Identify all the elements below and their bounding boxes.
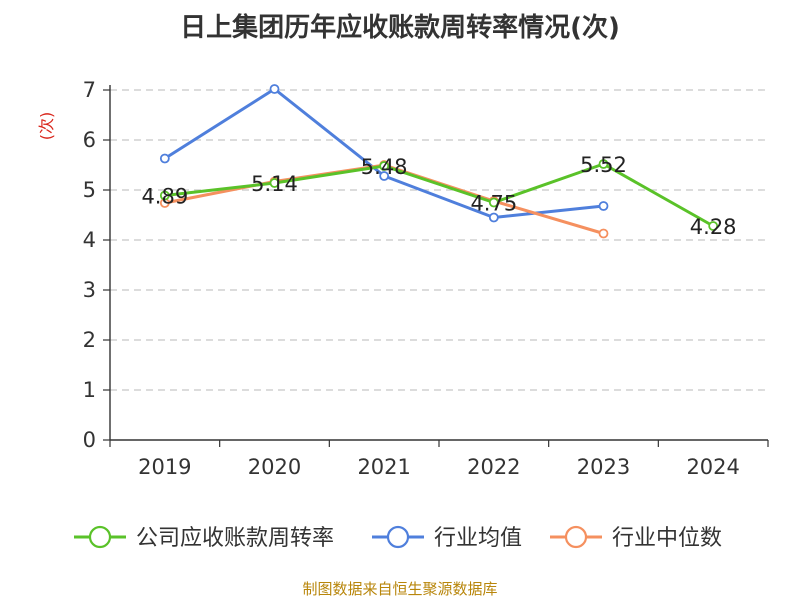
- series-line-0: [164, 162, 714, 228]
- legend-swatch-marker: [386, 525, 410, 549]
- series-point-0: [379, 161, 390, 171]
- y-tick-label: 0: [83, 428, 96, 452]
- series-point-1: [379, 171, 390, 181]
- y-tick-label: 4: [83, 228, 96, 252]
- legend-label: 行业均值: [434, 526, 522, 551]
- x-tick-label: 2023: [577, 455, 630, 479]
- y-ticks: 0 1 2 3 4 5 6 7: [83, 78, 110, 452]
- legend-swatch-marker: [88, 525, 112, 549]
- series-point-0: [708, 221, 719, 231]
- y-axis-label: (次): [37, 112, 56, 141]
- series-point-1: [269, 84, 280, 94]
- y-tick-label: 3: [83, 278, 96, 302]
- series-point-0: [159, 190, 170, 201]
- legend-label: 公司应收账款周转率: [136, 526, 334, 551]
- chart-title: 日上集团历年应收账款周转率情况(次): [180, 12, 620, 43]
- series-line-1: [163, 87, 604, 219]
- legend-label: 行业中位数: [612, 526, 722, 551]
- data-label: 4.89: [141, 185, 188, 209]
- legend-swatch-marker: [564, 525, 588, 549]
- y-tick-label: 2: [83, 328, 96, 352]
- data-label: 5.52: [580, 153, 627, 177]
- legend: 公司应收账款周转率 行业均值 行业中位数: [74, 525, 722, 551]
- y-tick-label: 1: [83, 378, 96, 402]
- series-point-2: [598, 228, 609, 239]
- source-note: 制图数据来自恒生聚源数据库: [302, 580, 497, 598]
- x-tick-label: 2024: [686, 455, 739, 479]
- x-ticks: 2019 2020 2021 2022 2023 2024: [109, 440, 769, 479]
- x-tick-label: 2019: [138, 455, 191, 479]
- series-point-0: [269, 178, 280, 188]
- x-tick-label: 2022: [467, 455, 520, 479]
- y-tick-label: 5: [83, 178, 96, 202]
- y-tick-label: 6: [83, 128, 96, 152]
- gridlines: [110, 89, 768, 391]
- axes: [109, 85, 768, 441]
- series-point-1: [159, 153, 170, 164]
- data-label: 4.28: [690, 215, 737, 239]
- series-point-1: [488, 212, 499, 223]
- data-label: 5.48: [361, 155, 408, 179]
- data-label: 5.14: [251, 172, 298, 196]
- series-point-0: [488, 197, 499, 208]
- series-point-1: [598, 201, 609, 211]
- x-tick-label: 2020: [248, 455, 301, 479]
- series-point-0: [598, 159, 609, 169]
- series-group: [159, 84, 719, 239]
- data-labels: 4.89 5.14 5.48 4.75 5.52 4.28: [141, 153, 736, 239]
- data-label: 4.75: [470, 192, 517, 216]
- y-tick-label: 7: [83, 78, 96, 102]
- x-tick-label: 2021: [357, 455, 410, 479]
